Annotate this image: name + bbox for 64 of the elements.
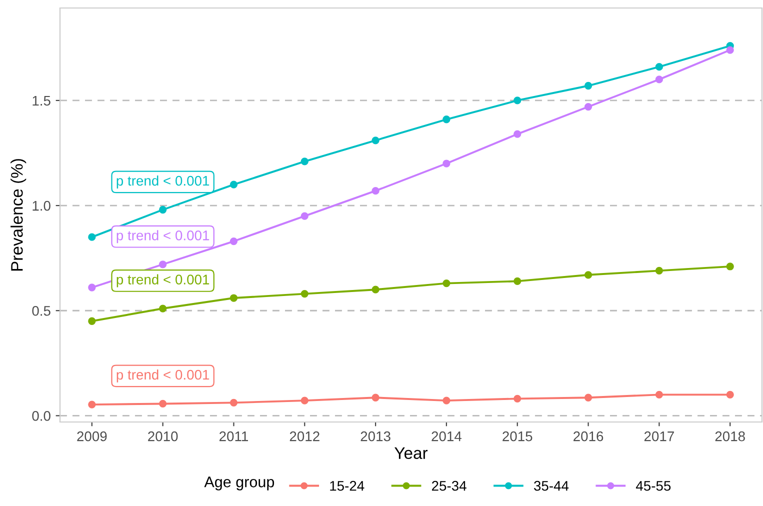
point — [514, 130, 522, 138]
point — [442, 279, 450, 288]
legend-label: 25-34 — [432, 480, 466, 491]
point — [159, 304, 167, 312]
point — [726, 390, 734, 398]
point — [230, 237, 238, 246]
point — [514, 394, 522, 402]
x-tick-label: 2012 — [290, 431, 320, 442]
x-tick-label: 2010 — [148, 431, 178, 442]
x-tick-label: 2015 — [502, 431, 532, 442]
point — [584, 394, 592, 402]
point — [88, 284, 96, 292]
x-axis-title: Year — [394, 447, 428, 459]
point — [88, 233, 96, 241]
x-tick-label: 2018 — [715, 431, 745, 442]
point — [88, 317, 96, 325]
x-tick-label: 2013 — [360, 431, 390, 442]
point — [442, 160, 450, 168]
y-tick-label: 1.5 — [32, 96, 50, 106]
point — [230, 398, 238, 406]
y-tick-label: 1.0 — [32, 200, 50, 211]
point — [230, 180, 238, 188]
point — [655, 63, 663, 71]
point — [300, 396, 308, 404]
y-tick-label: 0.5 — [32, 306, 50, 316]
point — [726, 46, 734, 54]
point — [442, 396, 450, 404]
point — [159, 206, 167, 214]
x-tick-label: 2017 — [644, 431, 674, 442]
x-tick-label: 2011 — [219, 431, 248, 442]
point — [442, 116, 450, 124]
point — [300, 290, 308, 298]
annotation: p trend < 0.001 — [116, 369, 210, 382]
legend-label: 45-55 — [636, 481, 671, 491]
point — [655, 390, 663, 398]
point — [584, 102, 592, 111]
point — [372, 286, 380, 294]
legend-label: 15-24 — [330, 480, 364, 491]
point — [655, 266, 663, 275]
x-tick-label: 2014 — [432, 431, 462, 442]
legend-label: 35-44 — [534, 480, 569, 491]
point — [372, 394, 380, 402]
point — [584, 82, 592, 90]
point — [159, 260, 167, 268]
point — [88, 400, 96, 408]
point — [300, 158, 308, 166]
annotation: p trend < 0.001 — [116, 274, 210, 288]
point — [514, 277, 522, 286]
point — [372, 136, 380, 144]
point — [655, 76, 663, 84]
x-tick-label: 2016 — [574, 431, 604, 442]
y-axis-title: Prevalence (%) — [10, 159, 26, 271]
point — [230, 294, 238, 302]
point — [159, 400, 167, 408]
point — [514, 96, 522, 104]
annotation: p trend < 0.001 — [116, 175, 210, 188]
point — [372, 187, 380, 195]
y-tick-label: 0.0 — [32, 411, 50, 421]
annotation: p trend < 0.001 — [116, 230, 210, 244]
x-tick-label: 2009 — [77, 431, 107, 442]
point — [726, 262, 734, 270]
point — [300, 212, 308, 220]
legend-title: Age group — [204, 476, 274, 490]
point — [584, 271, 592, 279]
